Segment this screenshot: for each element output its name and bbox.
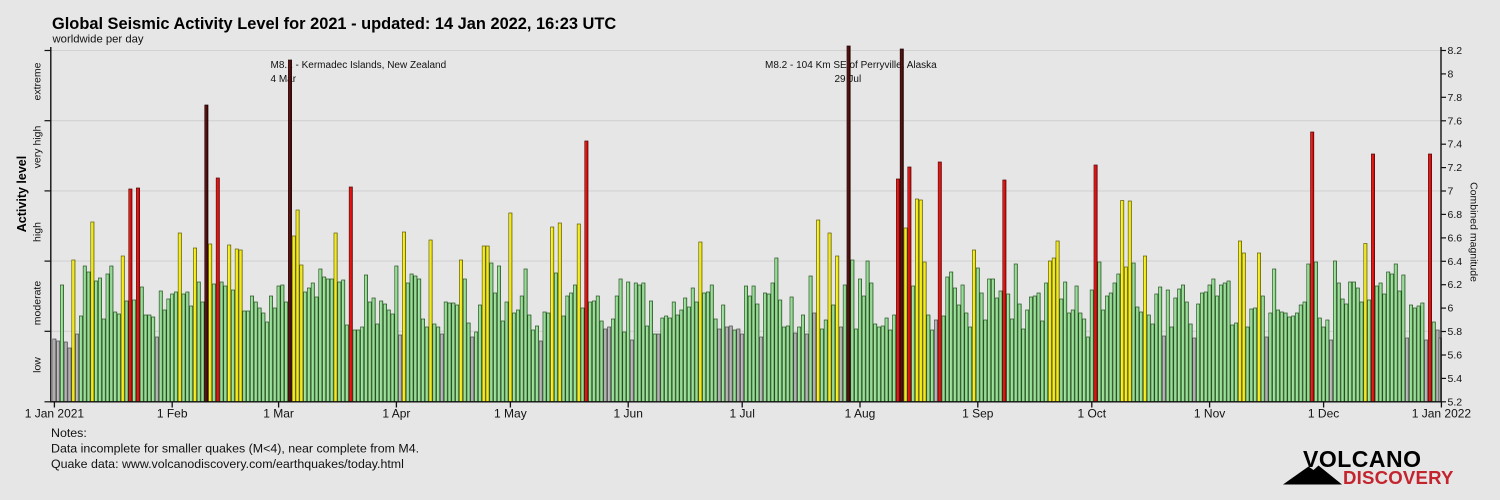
svg-text:7.2: 7.2 (1448, 162, 1463, 174)
svg-text:8.2: 8.2 (1448, 45, 1463, 57)
svg-text:5.6: 5.6 (1448, 350, 1463, 362)
svg-text:5.4: 5.4 (1448, 373, 1463, 385)
svg-text:4 Mar: 4 Mar (271, 74, 297, 85)
svg-text:6.2: 6.2 (1448, 279, 1463, 291)
svg-text:7: 7 (1448, 186, 1454, 198)
svg-text:1 Jan 2022: 1 Jan 2022 (1412, 407, 1472, 421)
svg-text:1 Jun: 1 Jun (614, 407, 643, 421)
svg-text:Combined magnitude: Combined magnitude (1468, 182, 1480, 282)
svg-text:5.2: 5.2 (1448, 396, 1463, 408)
svg-text:worldwide per day: worldwide per day (52, 34, 144, 46)
svg-text:high: high (32, 222, 44, 242)
svg-text:1 Dec: 1 Dec (1308, 407, 1339, 421)
svg-text:1 Feb: 1 Feb (157, 407, 188, 421)
svg-text:1 Jul: 1 Jul (730, 407, 755, 421)
svg-text:6.8: 6.8 (1448, 209, 1463, 221)
svg-text:1 Jan 2021: 1 Jan 2021 (25, 407, 85, 421)
svg-text:7.4: 7.4 (1448, 139, 1463, 151)
svg-text:M8.2 - 104 Km SE of Perryville: M8.2 - 104 Km SE of Perryville, Alaska (765, 60, 937, 71)
svg-text:6: 6 (1448, 303, 1454, 315)
svg-text:1 Oct: 1 Oct (1077, 407, 1106, 421)
svg-text:Activity level: Activity level (15, 156, 29, 232)
svg-text:1 Apr: 1 Apr (382, 407, 410, 421)
svg-text:1 May: 1 May (494, 407, 527, 421)
svg-text:Quake data: www.volcanodiscove: Quake data: www.volcanodiscovery.com/ear… (51, 457, 404, 471)
svg-text:moderate: moderate (32, 281, 44, 326)
svg-text:M8.1 - Kermadec Islands, New Z: M8.1 - Kermadec Islands, New Zealand (271, 60, 447, 71)
svg-text:low: low (32, 357, 44, 373)
svg-text:very high: very high (32, 126, 44, 169)
svg-text:DISCOVERY: DISCOVERY (1343, 467, 1454, 488)
svg-text:1 Nov: 1 Nov (1194, 407, 1225, 421)
svg-text:Global Seismic Activity Level: Global Seismic Activity Level for 2021 -… (52, 15, 616, 33)
svg-text:Data incomplete for smaller qu: Data incomplete for smaller quakes (M<4)… (51, 442, 419, 456)
svg-text:5.8: 5.8 (1448, 326, 1463, 338)
svg-text:8: 8 (1448, 68, 1454, 80)
svg-text:1 Aug: 1 Aug (845, 407, 876, 421)
svg-text:7.8: 7.8 (1448, 92, 1463, 104)
svg-text:Notes:: Notes: (51, 426, 87, 440)
svg-text:1 Sep: 1 Sep (962, 407, 994, 421)
svg-text:1 Mar: 1 Mar (263, 407, 294, 421)
svg-text:6.6: 6.6 (1448, 232, 1463, 244)
svg-text:VOLCANO: VOLCANO (1303, 446, 1422, 472)
svg-text:6.4: 6.4 (1448, 256, 1463, 268)
svg-text:extreme: extreme (32, 62, 44, 100)
svg-text:7.6: 7.6 (1448, 115, 1463, 127)
